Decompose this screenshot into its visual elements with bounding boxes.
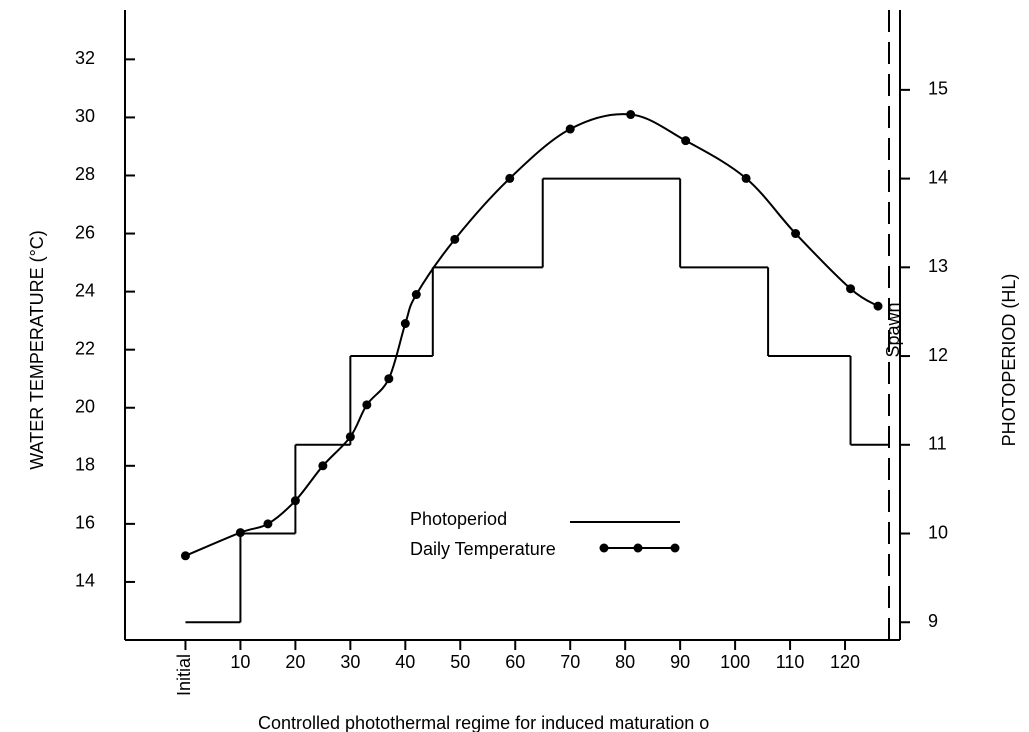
y2-tick-label: 13: [928, 256, 948, 276]
y-tick-label: 20: [75, 396, 95, 416]
y-tick-label: 30: [75, 106, 95, 126]
x-tick-label: 60: [505, 652, 525, 672]
y2-tick-label: 11: [928, 434, 947, 454]
y-tick-label: 24: [75, 280, 95, 300]
x-tick-label: 30: [340, 652, 360, 672]
x-tick-label: 90: [670, 652, 690, 672]
y2-tick-label: 10: [928, 522, 948, 542]
temperature-point: [846, 284, 856, 294]
temperature-point: [741, 173, 751, 183]
y2-tick-label: 14: [928, 167, 948, 187]
temperature-line: [185, 113, 879, 557]
temperature-point: [450, 234, 460, 244]
y2-tick-label: 15: [928, 79, 948, 99]
temperature-point: [318, 461, 328, 471]
y-axis-label: WATER TEMPERATURE (°C): [27, 230, 47, 470]
temperature-point: [505, 173, 515, 183]
y-tick-label: 32: [75, 48, 95, 68]
temperature-point: [290, 496, 300, 506]
x-tick-label: 110: [776, 652, 805, 672]
y2-tick-label: 9: [928, 611, 938, 631]
y-tick-label: 28: [75, 164, 95, 184]
y-tick-label: 26: [75, 222, 95, 242]
temperature-point: [411, 290, 421, 300]
x-tick-label: 20: [285, 652, 305, 672]
x-tick-label: 120: [830, 652, 860, 672]
temperature-point: [180, 551, 190, 561]
y2-tick-label: 12: [928, 345, 948, 365]
y-tick-label: 14: [75, 571, 95, 591]
temperature-point: [873, 301, 883, 311]
x-tick-label: 40: [395, 652, 415, 672]
y2-axis-label: PHOTOPERIOD (HL): [999, 274, 1019, 447]
temperature-point: [791, 229, 801, 239]
temperature-point: [362, 400, 372, 410]
x-tick-label: 100: [720, 652, 750, 672]
legend-swatch-dot: [670, 543, 680, 553]
chart-title: Controlled photothermal regime for induc…: [258, 713, 709, 732]
x-tick-label: 50: [450, 652, 470, 672]
temperature-point: [565, 124, 575, 134]
x-tick-label: 80: [615, 652, 635, 672]
y-tick-label: 16: [75, 513, 95, 533]
x-tick-label: Initial: [174, 654, 194, 696]
temperature-point: [400, 319, 410, 329]
y-tick-label: 18: [75, 455, 95, 475]
y-tick-label: 22: [75, 338, 95, 358]
temperature-point: [681, 136, 691, 146]
legend-label: Photoperiod: [410, 509, 507, 529]
temperature-point: [345, 432, 355, 442]
x-tick-label: 70: [560, 652, 580, 672]
x-tick-label: 10: [230, 652, 250, 672]
spawn-label: Spawn: [883, 302, 903, 357]
temperature-point: [626, 110, 636, 120]
temperature-point: [263, 519, 273, 529]
legend-swatch-dot: [633, 543, 643, 553]
temperature-point: [235, 528, 245, 538]
legend-swatch-dot: [599, 543, 609, 553]
temperature-point: [384, 374, 394, 384]
legend-label: Daily Temperature: [410, 539, 556, 559]
